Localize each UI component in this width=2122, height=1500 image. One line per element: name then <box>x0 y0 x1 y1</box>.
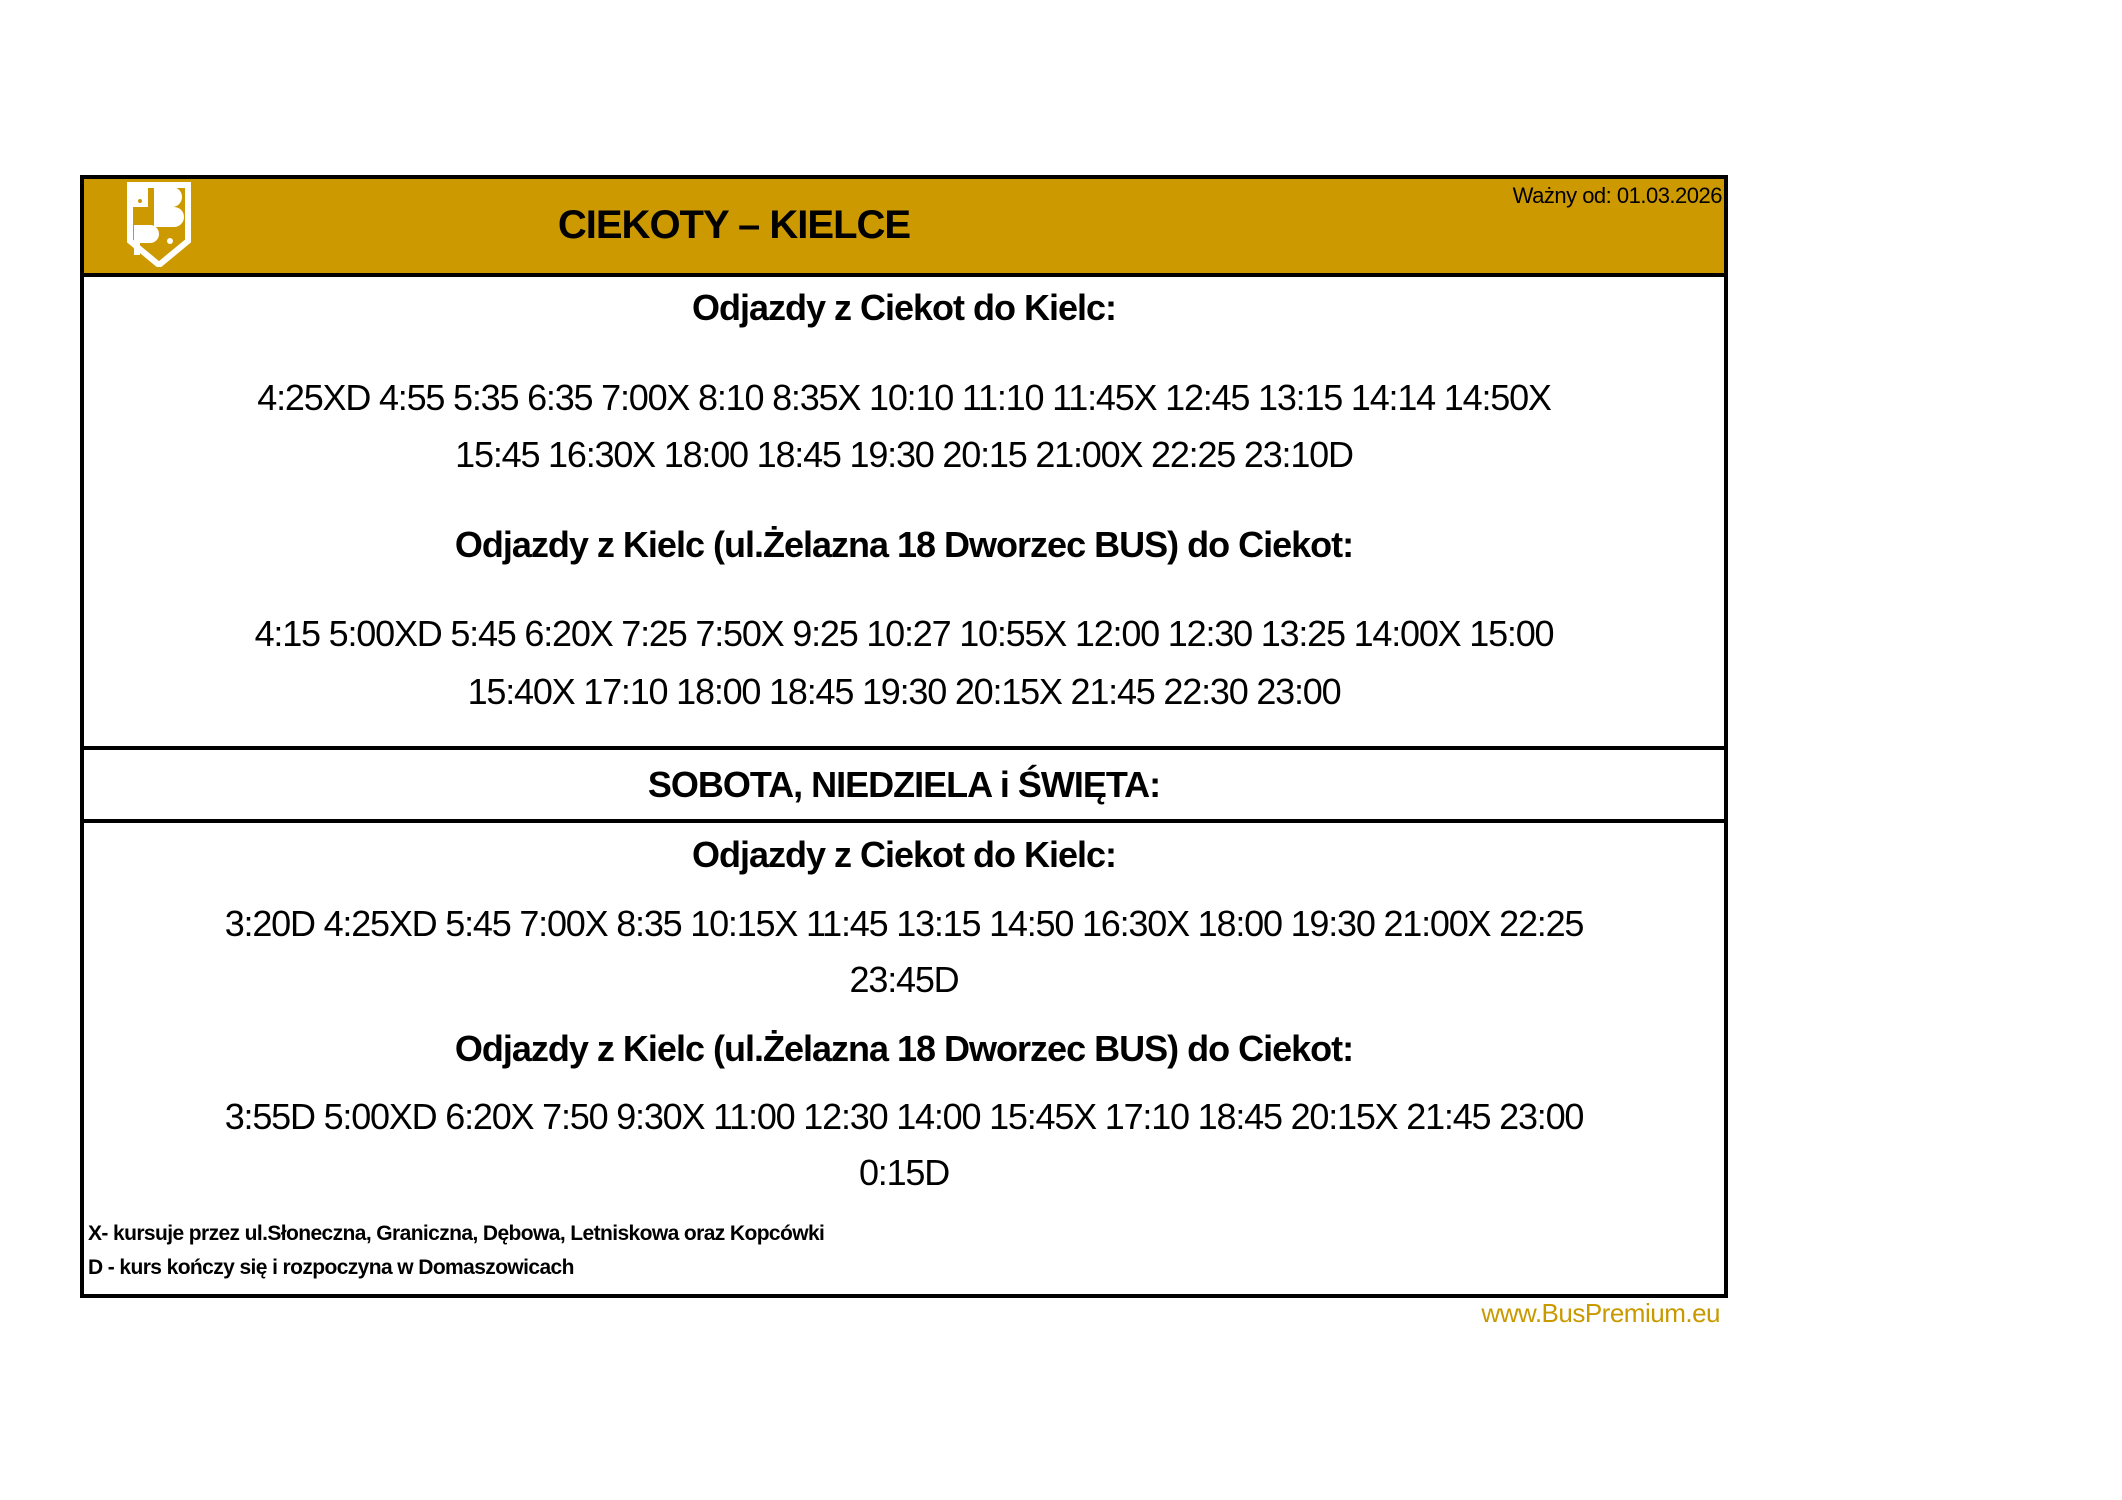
weekend-to-ciekoty-times: 3:55D 5:00XD 6:20X 7:50 9:30X 11:00 12:3… <box>224 1096 1585 1137</box>
bus-premium-logo-icon <box>127 182 191 267</box>
footnote-x: X- kursuje przez ul.Słoneczna, Graniczna… <box>88 1222 825 1245</box>
route-title: CIEKOTY – KIELCE <box>557 203 911 247</box>
weekend-to-kielce-times: 3:20D 4:25XD 5:45 7:00X 8:35 10:15X 11:4… <box>224 903 1585 944</box>
weekend-to-kielce-times: 23:45D <box>849 959 960 1000</box>
valid-from-date: Ważny od: 01.03.2026 <box>1512 183 1723 208</box>
weekend-to-ciekoty-heading: Odjazdy z Kielc (ul.Żelazna 18 Dworzec B… <box>454 1028 1354 1069</box>
weekday-to-kielce-times: 15:45 16:30X 18:00 18:45 19:30 20:15 21:… <box>455 434 1354 475</box>
weekday-to-ciekoty-times: 4:15 5:00XD 5:45 6:20X 7:25 7:50X 9:25 1… <box>254 613 1555 654</box>
footnote-d: D - kurs kończy się i rozpoczyna w Domas… <box>88 1256 574 1279</box>
timetable: CIEKOTY – KIELCE Ważny od: 01.03.2026 Od… <box>80 175 1728 1298</box>
weekday-to-ciekoty-times: 15:40X 17:10 18:00 18:45 19:30 20:15X 21… <box>467 671 1342 712</box>
weekend-to-ciekoty-times: 0:15D <box>858 1152 950 1193</box>
divider <box>84 819 1724 823</box>
divider <box>84 746 1724 750</box>
timetable-header: CIEKOTY – KIELCE Ważny od: 01.03.2026 <box>84 179 1724 277</box>
weekday-to-ciekoty-heading: Odjazdy z Kielc (ul.Żelazna 18 Dworzec B… <box>454 524 1354 565</box>
weekend-heading: SOBOTA, NIEDZIELA i ŚWIĘTA: <box>647 764 1161 805</box>
website-link[interactable]: www.BusPremium.eu <box>1481 1298 1720 1328</box>
weekend-to-kielce-heading: Odjazdy z Ciekot do Kielc: <box>691 834 1117 875</box>
weekday-to-kielce-times: 4:25XD 4:55 5:35 6:35 7:00X 8:10 8:35X 1… <box>257 377 1552 418</box>
weekday-to-kielce-heading: Odjazdy z Ciekot do Kielc: <box>691 287 1117 328</box>
